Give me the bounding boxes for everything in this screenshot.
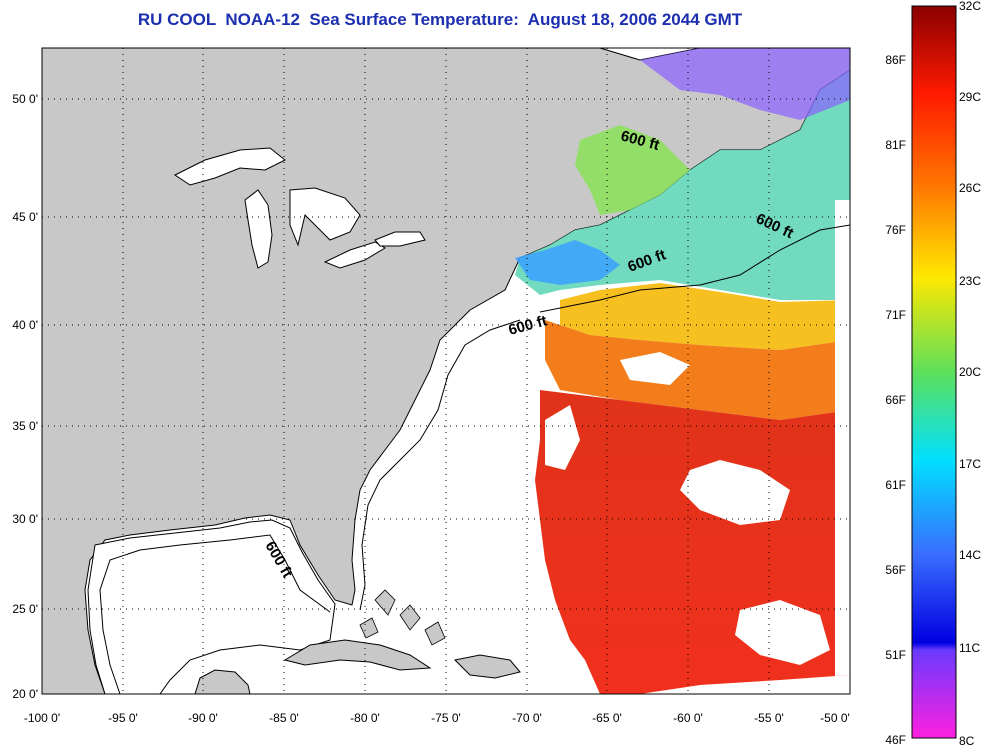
lon-tick-label: -95 0' (108, 711, 138, 725)
lake-superior (174, 147, 286, 186)
cuba-land (283, 639, 432, 671)
cloud-mask-2 (735, 600, 830, 665)
lat-tick-label: 45 0' (12, 210, 38, 224)
lon-tick-label: -80 0' (350, 711, 380, 725)
cloud-mask-1 (680, 460, 790, 525)
lon-tick-label: -90 0' (188, 711, 218, 725)
celsius-label: 20C (959, 365, 981, 379)
lon-tick-label: -55 0' (754, 711, 784, 725)
colorbar-fahrenheit-labels: 86F 81F 76F 71F 66F 61F 56F 51F 46F (885, 53, 906, 747)
lat-tick-label: 25 0' (12, 602, 38, 616)
lon-tick-label: -85 0' (269, 711, 299, 725)
fahrenheit-label: 46F (885, 733, 906, 747)
celsius-label: 8C (959, 734, 975, 748)
celsius-label: 17C (959, 457, 981, 471)
celsius-label: 11C (959, 641, 980, 655)
fahrenheit-label: 61F (885, 478, 906, 492)
fahrenheit-label: 51F (885, 648, 906, 662)
depth-contour-600ft (99, 224, 850, 694)
colorbar-celsius-labels: 32C 29C 26C 23C 20C 17C 14C 11C 8C (959, 0, 981, 748)
lon-tick-label: -75 0' (431, 711, 461, 725)
sst-gulf-of-maine (515, 240, 620, 285)
no-data-region (835, 200, 850, 676)
lat-tick-label: 40 0' (12, 318, 38, 332)
celsius-label: 14C (959, 548, 981, 562)
lat-tick-label: 35 0' (12, 419, 38, 433)
lake-erie (323, 241, 386, 269)
fahrenheit-label: 81F (885, 138, 906, 152)
hispaniola-land (453, 654, 521, 679)
sst-labrador (640, 48, 850, 120)
fahrenheit-label: 71F (885, 308, 906, 322)
cloud-mask-3 (545, 405, 580, 470)
color-bar (911, 5, 957, 739)
lon-tick-label: -50 0' (820, 711, 850, 725)
celsius-label: 26C (959, 181, 981, 195)
celsius-label: 23C (959, 274, 981, 288)
sst-transition-yellow (560, 283, 850, 350)
lon-tick-label: -65 0' (592, 711, 622, 725)
sst-gulf-st-lawrence (575, 125, 690, 215)
cloud-mask-4 (620, 352, 690, 385)
bahamas-islands (359, 589, 446, 646)
lon-tick-label: -70 0' (512, 711, 542, 725)
lat-tick-label: 50 0' (12, 92, 38, 106)
lake-ontario (374, 231, 426, 247)
longitude-ticks: -100 0' -95 0' -90 0' -85 0' -80 0' -75 … (24, 711, 850, 725)
fahrenheit-label: 56F (885, 563, 906, 577)
latitude-ticks: 50 0' 45 0' 40 0' 35 0' 30 0' 25 0' 20 0… (12, 92, 38, 701)
lat-tick-label: 30 0' (12, 512, 38, 526)
yucatan-land (194, 669, 251, 694)
celsius-label: 32C (959, 0, 981, 13)
map-title: RU COOL NOAA-12 Sea Surface Temperature:… (137, 10, 743, 29)
sst-orange (545, 320, 850, 420)
lon-tick-label: -60 0' (673, 711, 703, 725)
fahrenheit-label: 66F (885, 393, 906, 407)
fahrenheit-label: 76F (885, 223, 906, 237)
lon-tick-label: -100 0' (24, 711, 60, 725)
celsius-label: 29C (959, 90, 981, 104)
sst-northern-cold (515, 70, 850, 300)
fahrenheit-label: 86F (885, 53, 906, 67)
lat-tick-label: 20 0' (12, 687, 38, 701)
lake-michigan (244, 189, 273, 269)
